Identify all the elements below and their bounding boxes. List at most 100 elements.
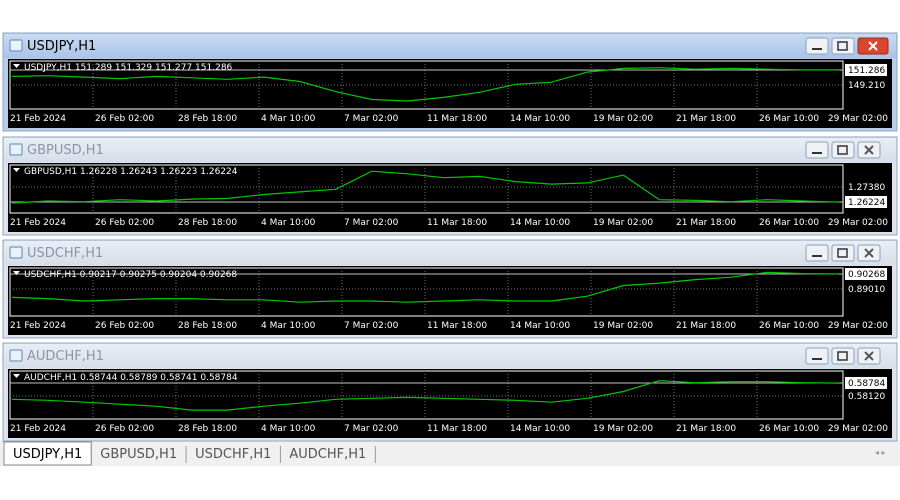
window-title: AUDCHF,H1 xyxy=(27,349,104,364)
maximize-button[interactable] xyxy=(831,141,855,159)
title-bar xyxy=(4,344,896,368)
plot-frame xyxy=(9,267,844,317)
price-line xyxy=(11,380,840,411)
window-title: USDCHF,H1 xyxy=(27,246,103,261)
x-tick-label: 26 Mar 10:00 xyxy=(759,321,819,331)
x-tick-label: 26 Mar 10:00 xyxy=(759,114,819,124)
x-tick-label: 4 Mar 10:00 xyxy=(261,218,316,228)
x-tick-label: 14 Mar 10:00 xyxy=(510,218,570,228)
y-tick-label: 1.27380 xyxy=(848,183,885,193)
header-triangle xyxy=(13,374,20,378)
current-price-label: 0.90268 xyxy=(848,270,885,280)
ohlc-label: USDJPY,H1 151.289 151.329 151.277 151.28… xyxy=(24,63,233,73)
window-icon xyxy=(9,349,23,362)
x-tick-label: 21 Mar 18:00 xyxy=(676,114,736,124)
x-tick-label: 14 Mar 10:00 xyxy=(510,114,570,124)
y-tick-label: 0.58120 xyxy=(848,392,885,402)
chart-panel xyxy=(8,163,892,232)
x-tick-label: 7 Mar 02:00 xyxy=(344,114,399,124)
x-tick-label: 26 Mar 10:00 xyxy=(759,218,819,228)
x-tick-label: 28 Feb 18:00 xyxy=(178,424,237,434)
window-icon xyxy=(9,143,23,156)
current-price-box xyxy=(845,376,887,389)
header-triangle xyxy=(13,271,20,275)
window-title: GBPUSD,H1 xyxy=(27,143,104,158)
current-price-label: 151.286 xyxy=(848,66,885,76)
tab-label[interactable]: USDCHF,H1 xyxy=(195,447,271,462)
x-tick-label: 21 Mar 18:00 xyxy=(676,321,736,331)
x-tick-label: 26 Feb 02:00 xyxy=(95,218,154,228)
current-price-box xyxy=(845,63,887,76)
x-tick-label: 28 Feb 18:00 xyxy=(178,114,237,124)
scroll-arrows[interactable]: ◂ ▸ xyxy=(875,448,886,457)
window-icon xyxy=(9,39,23,52)
x-tick-label: 19 Mar 02:00 xyxy=(593,321,653,331)
title-bar xyxy=(4,138,896,162)
x-tick-label: 7 Mar 02:00 xyxy=(344,424,399,434)
x-tick-label: 19 Mar 02:00 xyxy=(593,218,653,228)
price-line xyxy=(11,170,840,204)
price-line xyxy=(11,67,839,102)
minimize-button[interactable] xyxy=(805,37,829,55)
x-tick-label: 28 Feb 18:00 xyxy=(178,218,237,228)
minimize-button[interactable] xyxy=(805,347,829,365)
x-tick-label: 29 Mar 02:00 xyxy=(828,321,888,331)
close-icon xyxy=(864,248,874,258)
ohlc-label: AUDCHF,H1 0.58744 0.58789 0.58741 0.5878… xyxy=(24,373,238,383)
x-tick-label: 14 Mar 10:00 xyxy=(510,424,570,434)
maximize-button[interactable] xyxy=(831,37,855,55)
x-tick-label: 21 Mar 18:00 xyxy=(676,424,736,434)
x-tick-label: 29 Mar 02:00 xyxy=(828,114,888,124)
tab-label[interactable]: GBPUSD,H1 xyxy=(100,447,177,462)
x-tick-label: 21 Feb 2024 xyxy=(10,218,66,228)
close-icon xyxy=(864,351,874,361)
maximize-icon xyxy=(837,351,848,361)
header-triangle xyxy=(13,168,20,172)
maximize-icon xyxy=(837,41,848,51)
window-icon xyxy=(9,246,23,259)
minimize-button[interactable] xyxy=(805,244,829,262)
price-line xyxy=(11,271,840,303)
close-icon xyxy=(864,145,874,155)
x-tick-label: 11 Mar 18:00 xyxy=(427,114,487,124)
plot-frame xyxy=(9,370,844,420)
current-price-box xyxy=(845,195,887,208)
tab-label[interactable]: USDJPY,H1 xyxy=(13,447,82,462)
maximize-button[interactable] xyxy=(831,347,855,365)
x-tick-label: 21 Mar 18:00 xyxy=(676,218,736,228)
x-tick-label: 11 Mar 18:00 xyxy=(427,218,487,228)
maximize-icon xyxy=(837,248,848,258)
tab-bar xyxy=(0,440,900,466)
x-tick-label: 19 Mar 02:00 xyxy=(593,114,653,124)
y-tick-label: 149.210 xyxy=(848,81,885,91)
current-price-label: 1.26224 xyxy=(848,198,885,208)
ohlc-label: USDCHF,H1 0.90217 0.90275 0.90204 0.9026… xyxy=(24,270,237,280)
minimize-button[interactable] xyxy=(805,141,829,159)
x-tick-label: 21 Feb 2024 xyxy=(10,424,66,434)
x-tick-label: 4 Mar 10:00 xyxy=(261,424,316,434)
header-triangle xyxy=(13,64,20,68)
maximize-icon xyxy=(837,145,848,155)
plot-frame xyxy=(9,164,844,214)
current-price-box xyxy=(845,267,887,280)
maximize-button[interactable] xyxy=(831,244,855,262)
title-bar xyxy=(4,34,896,58)
window-title: USDJPY,H1 xyxy=(27,39,96,54)
x-tick-label: 28 Feb 18:00 xyxy=(178,321,237,331)
x-tick-label: 14 Mar 10:00 xyxy=(510,321,570,331)
x-tick-label: 7 Mar 02:00 xyxy=(344,218,399,228)
x-tick-label: 26 Feb 02:00 xyxy=(95,114,154,124)
x-tick-label: 11 Mar 18:00 xyxy=(427,321,487,331)
x-tick-label: 26 Feb 02:00 xyxy=(95,321,154,331)
x-tick-label: 26 Mar 10:00 xyxy=(759,424,819,434)
x-tick-label: 11 Mar 18:00 xyxy=(427,424,487,434)
x-tick-label: 21 Feb 2024 xyxy=(10,114,66,124)
chart-panel xyxy=(8,59,892,128)
tab-label[interactable]: AUDCHF,H1 xyxy=(289,447,366,462)
y-tick-label: 0.89010 xyxy=(848,285,885,295)
x-tick-label: 4 Mar 10:00 xyxy=(261,114,316,124)
title-bar xyxy=(4,241,896,265)
x-tick-label: 19 Mar 02:00 xyxy=(593,424,653,434)
current-price-label: 0.58784 xyxy=(848,379,885,389)
